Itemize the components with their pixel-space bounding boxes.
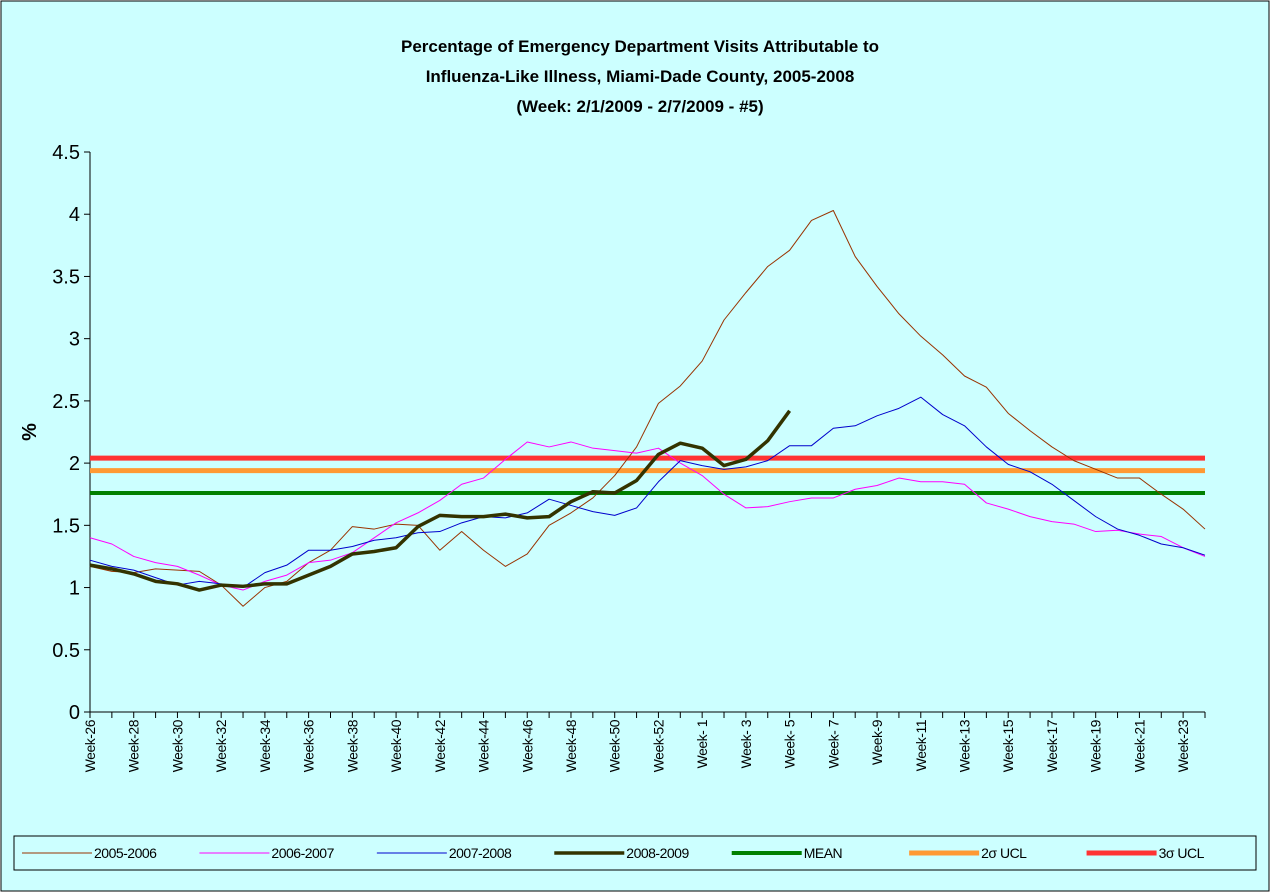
legend-label: 2007-2008	[449, 845, 512, 861]
x-tick-label: Week-11	[913, 719, 929, 771]
x-tick-label: Week-23	[1175, 719, 1191, 772]
x-tick-label: Week-44	[476, 719, 492, 772]
y-axis-label: %	[19, 423, 41, 441]
x-tick-label: Week-48	[563, 719, 579, 772]
x-tick-label: Week-17	[1044, 719, 1060, 772]
chart-title: (Week: 2/1/2009 - 2/7/2009 - #5)	[516, 97, 763, 116]
legend-label: 3σ UCL	[1159, 845, 1205, 861]
chart-title: Influenza-Like Illness, Miami-Dade Count…	[426, 67, 855, 86]
x-tick-label: Week-19	[1088, 719, 1104, 772]
x-tick-label: Week-38	[344, 719, 360, 772]
x-tick-label: Week-50	[607, 719, 623, 772]
y-tick-label: 2	[69, 453, 80, 475]
x-tick-label: Week-26	[82, 719, 98, 772]
series-line	[89, 441, 1206, 591]
legend-label: 2005-2006	[94, 845, 157, 861]
x-tick-label: Week-28	[126, 719, 142, 772]
x-tick-label: Week-32	[213, 719, 229, 772]
x-tick-label: Week- 5	[782, 719, 798, 768]
y-tick-label: 3.5	[52, 266, 80, 288]
y-tick-label: 1.5	[52, 515, 80, 537]
x-tick-label: Week-15	[1000, 719, 1016, 772]
x-tick-label: Week-36	[301, 719, 317, 772]
x-tick-label: Week-46	[519, 719, 535, 772]
x-tick-label: Week-42	[432, 719, 448, 772]
y-tick-label: 4	[69, 204, 80, 226]
series-line	[89, 396, 1206, 589]
y-tick-label: 3	[69, 329, 80, 351]
series-line	[89, 409, 792, 592]
chart-title: Percentage of Emergency Department Visit…	[401, 37, 879, 56]
legend-label: 2008-2009	[626, 845, 689, 861]
y-tick-label: 4.5	[52, 142, 80, 164]
x-tick-label: Week-30	[169, 719, 185, 772]
y-tick-label: 0	[69, 702, 80, 724]
x-tick-label: Week- 3	[738, 719, 754, 768]
x-tick-label: Week-21	[1131, 719, 1147, 772]
x-tick-label: Week- 1	[694, 719, 710, 768]
x-tick-label: Week- 7	[825, 719, 841, 768]
legend-label: MEAN	[804, 845, 842, 861]
y-tick-label: 0.5	[52, 640, 80, 662]
x-tick-label: Week-52	[650, 719, 666, 772]
x-tick-label: Week-40	[388, 719, 404, 772]
legend-label: 2σ UCL	[981, 845, 1027, 861]
x-tick-label: Week-13	[957, 719, 973, 772]
x-tick-label: Week-34	[257, 719, 273, 772]
y-tick-label: 2.5	[52, 391, 80, 413]
x-tick-label: Week-9	[869, 719, 885, 765]
legend-label: 2006-2007	[271, 845, 334, 861]
y-tick-label: 1	[69, 578, 80, 600]
